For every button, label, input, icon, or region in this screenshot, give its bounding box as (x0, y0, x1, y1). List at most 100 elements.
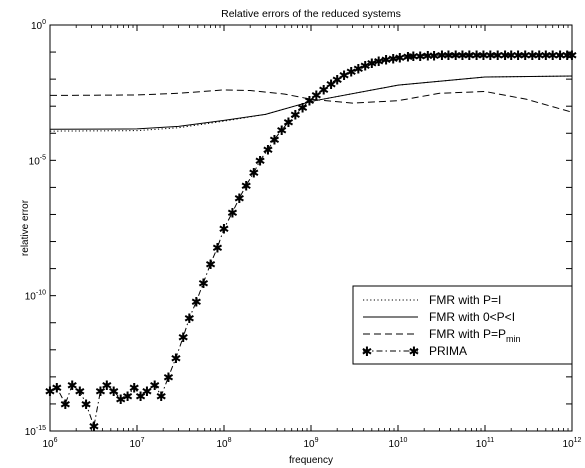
y-tick-label: 10-10 (25, 290, 46, 303)
prima-point: ✱ (234, 192, 245, 207)
prima-point: ✱ (95, 385, 106, 400)
y-tick-label: 10-5 (29, 154, 46, 167)
prima-point: ✱ (457, 49, 468, 64)
prima-point: ✱ (170, 352, 181, 367)
prima-point: ✱ (500, 49, 511, 64)
prima-point: ✱ (276, 124, 287, 139)
prima-point: ✱ (129, 382, 140, 397)
prima-point: ✱ (326, 78, 337, 93)
prima-point: ✱ (219, 223, 230, 238)
prima-point: ✱ (366, 57, 377, 72)
x-axis-label: frequency (289, 455, 333, 466)
prima-point: ✱ (122, 390, 133, 405)
prima-point: ✱ (67, 379, 78, 394)
y-axis-label: relative error (20, 199, 31, 256)
chart-title: Relative errors of the reduced systems (221, 8, 401, 20)
prima-point: ✱ (318, 83, 329, 98)
legend-label: FMR with 0<P<I (429, 310, 515, 324)
prima-point: ✱ (283, 116, 294, 131)
x-tick-label: 107 (129, 437, 144, 450)
legend-label: FMR with P=Pmin (429, 327, 521, 344)
prima-point: ✱ (227, 206, 238, 221)
prima-point: ✱ (178, 331, 189, 346)
prima-point: ✱ (540, 49, 551, 64)
legend-star: ✱ (409, 345, 420, 360)
prima-point: ✱ (262, 144, 273, 159)
prima-point: ✱ (555, 49, 566, 64)
prima-point: ✱ (388, 52, 399, 67)
prima-point: ✱ (290, 108, 301, 123)
prima-point: ✱ (520, 49, 531, 64)
prima-point: ✱ (408, 50, 419, 65)
prima-point: ✱ (81, 398, 92, 413)
prima-point: ✱ (304, 95, 315, 110)
prima-point: ✱ (415, 50, 426, 65)
prima-point: ✱ (184, 312, 195, 327)
prima-point: ✱ (149, 379, 160, 394)
series-line-1 (49, 75, 573, 130)
prima-point: ✱ (506, 49, 517, 64)
prima-point: ✱ (332, 74, 343, 89)
prima-point: ✱ (492, 49, 503, 64)
prima-point: ✱ (478, 49, 489, 64)
prima-point: ✱ (88, 420, 99, 435)
prima-point: ✱ (450, 49, 461, 64)
prima-point: ✱ (353, 62, 364, 77)
prima-point: ✱ (101, 379, 112, 394)
prima-point: ✱ (135, 390, 146, 405)
prima-point: ✱ (297, 101, 308, 116)
prima-point: ✱ (115, 393, 126, 408)
prima-point: ✱ (429, 49, 440, 64)
prima-point: ✱ (422, 49, 433, 64)
prima-point: ✱ (360, 59, 371, 74)
plot-layer: ✱✱✱✱✱✱✱✱✱✱✱✱✱✱✱✱✱✱✱✱✱✱✱✱✱✱✱✱✱✱✱✱✱✱✱✱✱✱✱✱… (45, 49, 578, 435)
x-tick-label: 1011 (476, 437, 494, 450)
prima-point: ✱ (212, 242, 223, 257)
prima-point: ✱ (141, 385, 152, 400)
y-tick-label: 10-15 (25, 425, 46, 438)
prima-point: ✱ (534, 49, 545, 64)
prima-point: ✱ (443, 49, 454, 64)
prima-point: ✱ (381, 54, 392, 69)
legend-label: FMR with P=I (429, 293, 501, 307)
prima-point: ✱ (346, 66, 357, 81)
x-tick-label: 1012 (563, 437, 582, 450)
plot-frame (49, 24, 573, 432)
prima-point: ✱ (513, 49, 524, 64)
prima-point: ✱ (464, 49, 475, 64)
prima-point: ✱ (51, 382, 62, 397)
prima-point: ✱ (60, 398, 71, 413)
x-tick-label: 108 (216, 437, 231, 450)
prima-point: ✱ (527, 49, 538, 64)
prima-point: ✱ (485, 49, 496, 64)
prima-point: ✱ (198, 277, 209, 292)
prima-point: ✱ (402, 51, 413, 66)
prima-point: ✱ (436, 49, 447, 64)
x-tick-label: 106 (42, 437, 57, 450)
legend-label: PRIMA (429, 344, 467, 358)
series-line-3 (49, 54, 572, 429)
prima-point: ✱ (191, 296, 202, 311)
prima-point: ✱ (241, 179, 252, 194)
ticks-layer: 106 107 108 109 1010 1011 1012 10-15 10-10 10-5 10… (25, 19, 582, 450)
prima-point: ✱ (74, 385, 85, 400)
legend-star: ✱ (362, 345, 373, 360)
prima-point: ✱ (205, 258, 216, 273)
prima-point: ✱ (156, 390, 167, 405)
prima-point: ✱ (471, 49, 482, 64)
prima-point: ✱ (394, 51, 405, 66)
prima-point: ✱ (339, 69, 350, 84)
legend: FMR with P=I FMR with 0<P<I FMR with P=Pmi… (352, 285, 573, 365)
prima-point: ✱ (311, 89, 322, 104)
prima-point: ✱ (163, 371, 174, 386)
prima-point: ✱ (248, 167, 259, 182)
legend-box (352, 285, 573, 365)
prima-point: ✱ (108, 385, 119, 400)
prima-point: ✱ (255, 154, 266, 169)
x-tick-label: 1010 (389, 437, 408, 450)
y-tick-label: 100 (31, 19, 46, 32)
prima-point: ✱ (547, 49, 558, 64)
prima-point: ✱ (269, 133, 280, 148)
x-tick-label: 109 (303, 437, 318, 450)
